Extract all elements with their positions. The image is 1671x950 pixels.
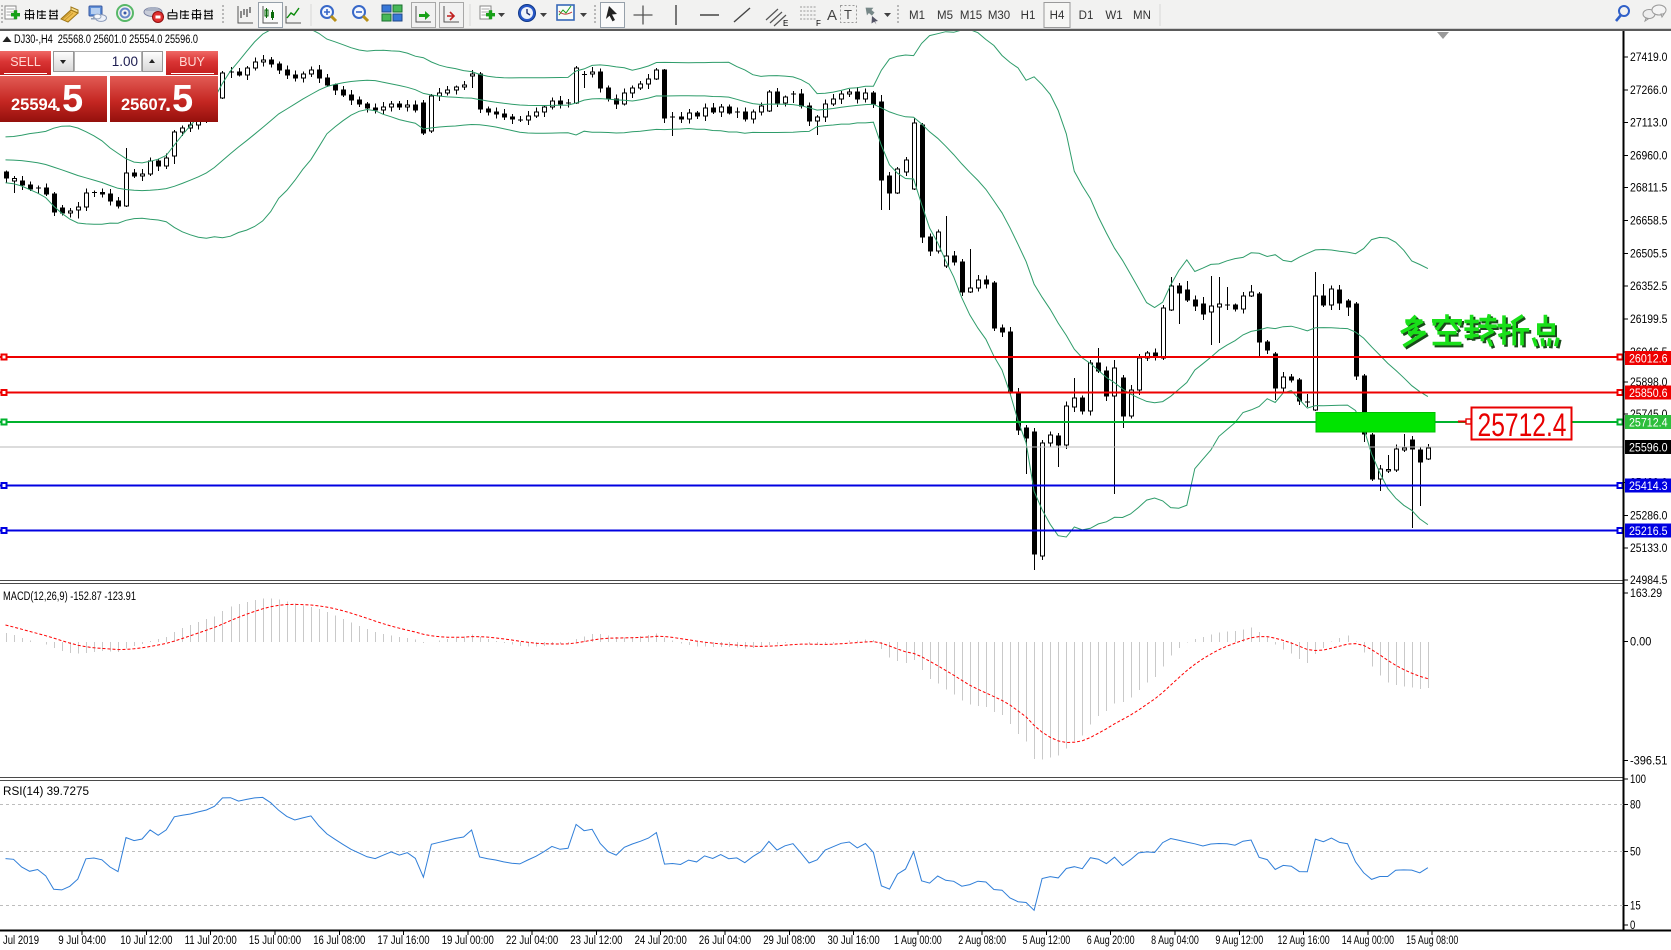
svg-text:25850.6: 25850.6: [1629, 388, 1668, 400]
svg-text:1 Aug 00:00: 1 Aug 00:00: [894, 935, 942, 947]
svg-text:M5: M5: [937, 10, 953, 22]
svg-text:29 Jul 08:00: 29 Jul 08:00: [763, 935, 815, 947]
svg-text:0: 0: [1630, 920, 1635, 932]
svg-text:8 Aug 04:00: 8 Aug 04:00: [1151, 935, 1199, 947]
svg-text:25216.5: 25216.5: [1629, 526, 1668, 538]
svg-text:W1: W1: [1105, 10, 1122, 22]
svg-text:12 Aug 16:00: 12 Aug 16:00: [1278, 935, 1330, 947]
svg-text:11 Jul 20:00: 11 Jul 20:00: [185, 935, 237, 947]
svg-text:25712.4: 25712.4: [1478, 407, 1567, 443]
svg-text:MN: MN: [1133, 10, 1151, 22]
svg-text:50: 50: [1630, 847, 1641, 859]
svg-text:6 Aug 20:00: 6 Aug 20:00: [1087, 935, 1135, 947]
svg-text:14 Aug 00:00: 14 Aug 00:00: [1342, 935, 1394, 947]
svg-text:25414.3: 25414.3: [1629, 481, 1668, 493]
svg-text:25596.0: 25596.0: [1629, 443, 1668, 455]
svg-text:26811.5: 26811.5: [1630, 183, 1667, 195]
svg-text:17 Jul 16:00: 17 Jul 16:00: [377, 935, 429, 947]
svg-text:25286.0: 25286.0: [1630, 510, 1667, 522]
svg-text:26 Jul 04:00: 26 Jul 04:00: [699, 935, 751, 947]
svg-text:19 Jul 00:00: 19 Jul 00:00: [442, 935, 494, 947]
svg-text:23 Jul 12:00: 23 Jul 12:00: [570, 935, 622, 947]
svg-text:-396.51: -396.51: [1630, 756, 1667, 768]
svg-text:15 Aug 08:00: 15 Aug 08:00: [1406, 935, 1458, 947]
svg-text:10 Jul 12:00: 10 Jul 12:00: [120, 935, 172, 947]
svg-text:M1: M1: [909, 10, 925, 22]
svg-text:H1: H1: [1021, 10, 1036, 22]
svg-text:24984.5: 24984.5: [1630, 575, 1667, 587]
svg-text:F: F: [816, 19, 821, 28]
svg-text:26505.5: 26505.5: [1630, 248, 1667, 260]
svg-text:A: A: [827, 7, 837, 24]
svg-text:RSI(14) 39.7275: RSI(14) 39.7275: [3, 786, 89, 798]
svg-text:5 Aug 12:00: 5 Aug 12:00: [1023, 935, 1071, 947]
svg-text:16 Jul 08:00: 16 Jul 08:00: [313, 935, 365, 947]
svg-text:9 Jul 04:00: 9 Jul 04:00: [58, 935, 106, 947]
svg-text:15 Jul 00:00: 15 Jul 00:00: [249, 935, 301, 947]
svg-text:M30: M30: [988, 10, 1010, 22]
svg-text:Jul 2019: Jul 2019: [3, 935, 39, 947]
svg-text:2 Aug 08:00: 2 Aug 08:00: [958, 935, 1006, 947]
svg-text:25712.4: 25712.4: [1629, 418, 1668, 430]
svg-text:26012.6: 26012.6: [1629, 354, 1668, 366]
svg-text:H4: H4: [1050, 10, 1065, 22]
svg-text:D1: D1: [1079, 10, 1094, 22]
svg-text:T: T: [844, 7, 852, 22]
svg-text:27266.0: 27266.0: [1630, 85, 1667, 97]
svg-text:26352.5: 26352.5: [1630, 281, 1667, 293]
svg-text:M15: M15: [960, 10, 982, 22]
svg-text:25133.0: 25133.0: [1630, 543, 1667, 555]
svg-text:163.29: 163.29: [1630, 588, 1662, 600]
svg-text:26199.5: 26199.5: [1630, 314, 1667, 326]
svg-text:100: 100: [1630, 774, 1646, 786]
svg-text:E: E: [783, 19, 788, 28]
svg-text:80: 80: [1630, 800, 1641, 812]
svg-text:30 Jul 16:00: 30 Jul 16:00: [828, 935, 880, 947]
svg-text:0.00: 0.00: [1630, 637, 1651, 649]
svg-text:9 Aug 12:00: 9 Aug 12:00: [1215, 935, 1263, 947]
svg-text:27113.0: 27113.0: [1630, 118, 1667, 130]
svg-text:26658.5: 26658.5: [1630, 215, 1667, 227]
svg-text:MACD(12,26,9) -152.87 -123.91: MACD(12,26,9) -152.87 -123.91: [3, 591, 136, 603]
svg-text:22 Jul 04:00: 22 Jul 04:00: [506, 935, 558, 947]
svg-text:27419.0: 27419.0: [1630, 52, 1667, 64]
svg-text:26960.0: 26960.0: [1630, 151, 1667, 163]
svg-text:24 Jul 20:00: 24 Jul 20:00: [635, 935, 687, 947]
svg-text:DJ30-,H4 25568.0 25601.0 2555: DJ30-,H4 25568.0 25601.0 25554.0 25596.0: [14, 34, 198, 46]
svg-text:15: 15: [1630, 901, 1641, 913]
